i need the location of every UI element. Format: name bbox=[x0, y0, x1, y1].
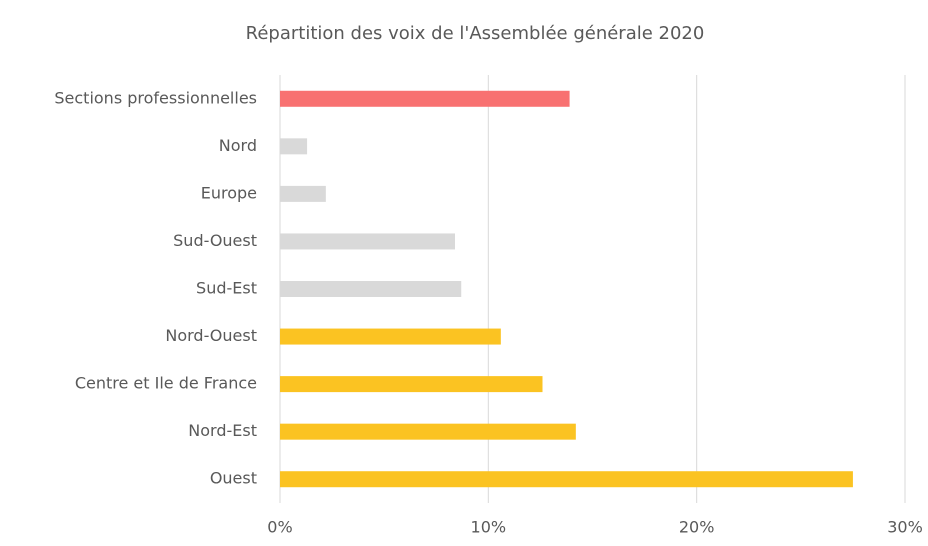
bar bbox=[280, 423, 576, 440]
y-tick-label: Nord-Ouest bbox=[165, 326, 257, 345]
bar bbox=[280, 233, 455, 250]
y-tick-label: Europe bbox=[201, 183, 257, 202]
x-tick-label: 10% bbox=[471, 518, 507, 537]
chart-title: Répartition des voix de l'Assemblée géné… bbox=[246, 23, 705, 44]
x-tick-label: 30% bbox=[887, 518, 923, 537]
bar bbox=[280, 138, 308, 155]
y-tick-label: Ouest bbox=[210, 469, 257, 488]
x-tick-label: 20% bbox=[679, 518, 715, 537]
y-tick-label: Nord bbox=[219, 136, 257, 155]
bar bbox=[280, 471, 853, 488]
y-tick-label: Centre et Ile de France bbox=[75, 374, 257, 393]
y-tick-label: Sud-Ouest bbox=[173, 231, 257, 250]
bar bbox=[280, 328, 501, 345]
y-tick-label: Nord-Est bbox=[188, 421, 257, 440]
bar bbox=[280, 281, 462, 297]
y-tick-label: Sud-Est bbox=[196, 279, 257, 298]
bar bbox=[280, 185, 326, 202]
x-tick-label: 0% bbox=[267, 518, 292, 537]
bar bbox=[280, 90, 570, 107]
bar bbox=[280, 376, 543, 393]
y-tick-label: Sections professionnelles bbox=[54, 88, 257, 107]
